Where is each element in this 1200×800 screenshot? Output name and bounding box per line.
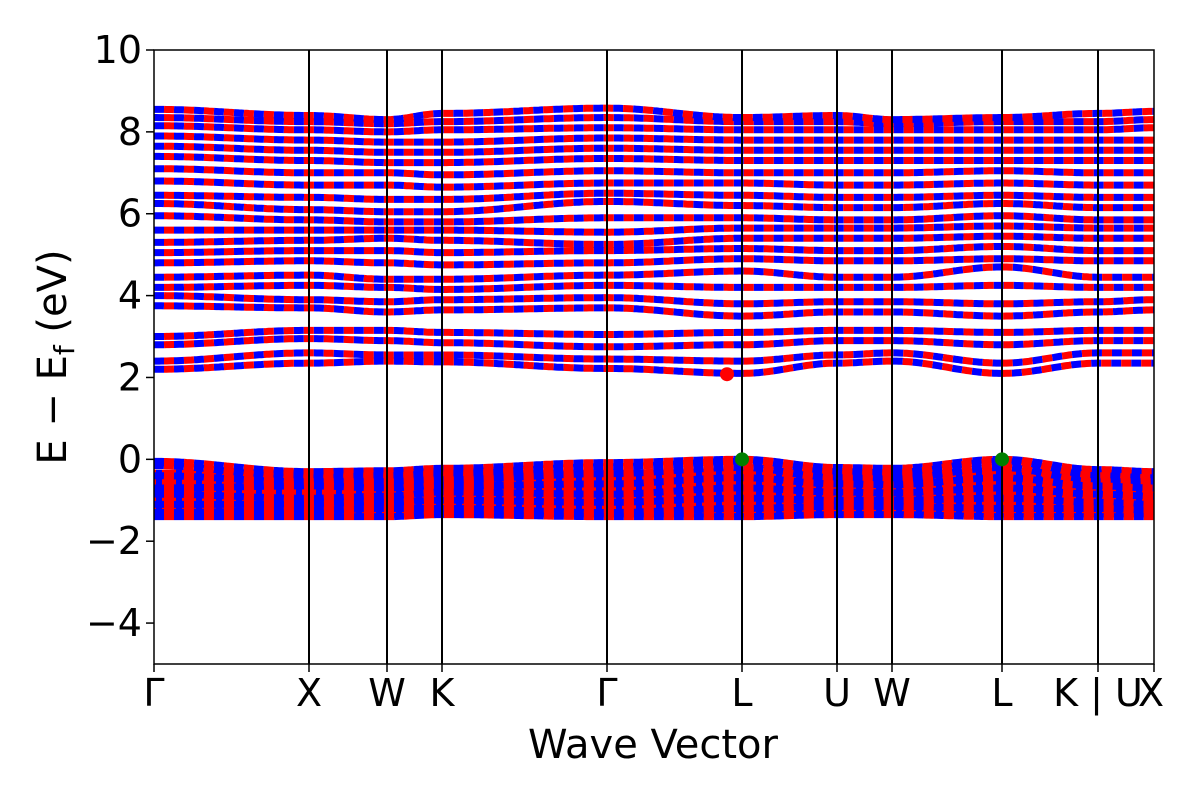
- x-tick-label: W: [873, 671, 911, 715]
- y-axis-ticks: −4 −2 0 2 4 6 8 10: [86, 28, 154, 645]
- conduction-band-17-spin-up: [154, 152, 1154, 167]
- x-tick-label: L: [731, 671, 752, 715]
- marker-cbm: [720, 367, 734, 382]
- x-tick-label: X: [296, 671, 322, 715]
- valence-band-4-spin-up: [154, 484, 1154, 502]
- valence-band-1-spin-down: [154, 457, 1154, 482]
- conduction-band-21-spin-down: [154, 114, 1154, 128]
- valence-band-7-spin-down: [154, 511, 1154, 521]
- valence-band-6-spin-up: [154, 502, 1154, 516]
- valence-band-1-spin-up: [154, 457, 1154, 482]
- conduction-band-21-spin-up: [154, 114, 1154, 128]
- valence-band-5-spin-up: [154, 494, 1154, 508]
- y-tick-label: 8: [118, 110, 142, 154]
- x-tick-label: L: [991, 671, 1012, 715]
- conduction-band-10-spin-up: [154, 232, 1154, 248]
- x-tick-label: Γ: [143, 671, 164, 715]
- y-tick-label: 0: [118, 437, 142, 481]
- valence-band-4-spin-down: [154, 484, 1154, 502]
- conduction-band-19-spin-up: [154, 132, 1154, 146]
- conduction-band-3-spin-down: [154, 326, 1154, 340]
- conduction-band-6-spin-down: [154, 281, 1154, 293]
- conduction-band-13-spin-down: [154, 198, 1154, 216]
- x-tick-label: X: [1138, 671, 1164, 715]
- valence-band-5-spin-down: [154, 494, 1154, 508]
- conduction-band-4-spin-down: [154, 302, 1154, 320]
- conduction-band-22-spin-up: [154, 104, 1154, 124]
- marker-vbm-2: [995, 452, 1009, 467]
- y-tick-label: 2: [118, 355, 142, 399]
- y-axis-label-subscript: f: [48, 344, 81, 355]
- y-tick-label: 6: [118, 192, 142, 236]
- x-tick-label: K: [430, 671, 456, 715]
- conduction-band-15-spin-down: [154, 177, 1154, 191]
- valence-band-7-spin-up: [154, 511, 1154, 521]
- conduction-band-0-spin-up: [154, 357, 1154, 377]
- valence-band-3-spin-down: [154, 474, 1154, 492]
- conduction-band-20-spin-up: [154, 122, 1154, 136]
- conduction-band-1-spin-down: [154, 349, 1154, 367]
- conduction-band-14-spin-down: [154, 189, 1154, 203]
- valence-band-3-spin-up: [154, 474, 1154, 492]
- conduction-band-15-spin-up: [154, 177, 1154, 191]
- x-tick-label: Γ: [596, 671, 617, 715]
- conduction-band-11-spin-up: [154, 222, 1154, 236]
- extrema-markers: [720, 367, 1009, 467]
- conduction-band-9-spin-up: [154, 243, 1154, 257]
- conduction-band-17-spin-down: [154, 152, 1154, 167]
- valence-band-0-spin-up: [154, 455, 1154, 476]
- conduction-band-0-spin-down: [154, 357, 1154, 377]
- conduction-band-5-spin-up: [154, 292, 1154, 308]
- conduction-band-16-spin-down: [154, 165, 1154, 179]
- conduction-band-16-spin-up: [154, 165, 1154, 179]
- x-axis-label: Wave Vector: [528, 722, 779, 768]
- high-symmetry-lines: [308, 50, 1099, 664]
- conduction-band-18-spin-up: [154, 142, 1154, 156]
- y-axis-label-main: E − E: [30, 355, 76, 465]
- conduction-band-19-spin-down: [154, 132, 1154, 146]
- conduction-band-5-spin-down: [154, 292, 1154, 308]
- conduction-band-7-spin-down: [154, 263, 1154, 283]
- y-tick-label: −4: [86, 601, 142, 645]
- y-axis-label: E − Ef (eV): [30, 249, 81, 464]
- conduction-band-8-spin-down: [154, 255, 1154, 269]
- conduction-band-14-spin-up: [154, 189, 1154, 203]
- x-tick-label: U: [823, 671, 851, 715]
- bands-layer: [154, 104, 1154, 521]
- conduction-band-13-spin-up: [154, 198, 1154, 216]
- conduction-band-12-spin-down: [154, 212, 1154, 226]
- conduction-band-1-spin-up: [154, 349, 1154, 367]
- conduction-band-8-spin-up: [154, 255, 1154, 269]
- valence-band-2-spin-down: [154, 464, 1154, 486]
- conduction-band-10-spin-down: [154, 232, 1154, 248]
- y-tick-label: 4: [118, 274, 142, 318]
- conduction-band-6-spin-up: [154, 281, 1154, 293]
- valence-band-6-spin-down: [154, 502, 1154, 516]
- conduction-band-18-spin-down: [154, 142, 1154, 156]
- plot-frame: [153, 49, 1155, 665]
- conduction-band-9-spin-down: [154, 243, 1154, 257]
- conduction-band-20-spin-down: [154, 122, 1154, 136]
- conduction-band-7-spin-up: [154, 263, 1154, 283]
- marker-vbm-1: [735, 452, 749, 467]
- y-axis-label-unit: (eV): [30, 249, 76, 345]
- x-tick-label: K | U: [1053, 671, 1143, 716]
- conduction-band-2-spin-up: [154, 335, 1154, 351]
- x-tick-label: W: [368, 671, 406, 715]
- y-tick-label: 10: [94, 28, 142, 72]
- conduction-band-4-spin-up: [154, 302, 1154, 320]
- conduction-band-12-spin-up: [154, 212, 1154, 226]
- valence-band-2-spin-up: [154, 464, 1154, 486]
- conduction-band-22-spin-down: [154, 104, 1154, 124]
- conduction-band-3-spin-up: [154, 326, 1154, 340]
- conduction-band-2-spin-down: [154, 335, 1154, 351]
- conduction-band-11-spin-down: [154, 222, 1154, 236]
- y-tick-label: −2: [86, 519, 142, 563]
